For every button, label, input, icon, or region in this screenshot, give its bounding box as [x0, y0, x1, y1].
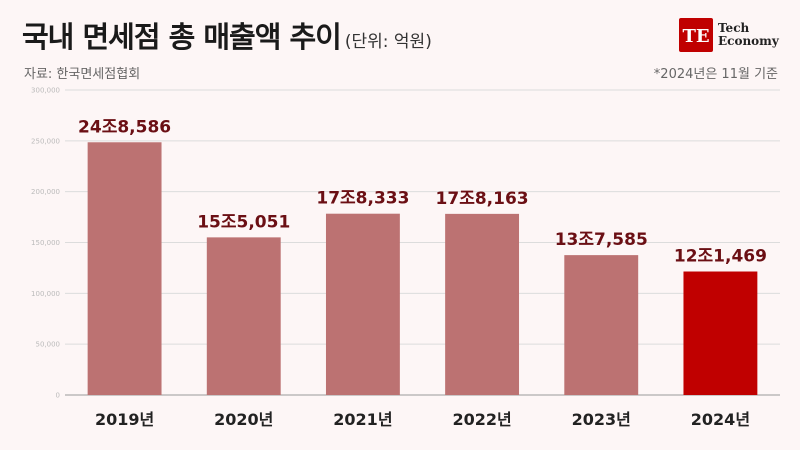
y-tick-label: 300,000 [31, 87, 60, 95]
chart-title-text: 국내 면세점 총 매출액 추이 [22, 20, 342, 54]
y-tick-label: 100,000 [31, 290, 60, 298]
y-tick-label: 200,000 [31, 188, 60, 196]
data-label: 15조5,051 [197, 212, 290, 232]
bar [445, 213, 520, 395]
x-tick-label: 2020년 [214, 410, 273, 429]
data-label: 17조8,333 [316, 189, 409, 209]
logo-wordmark: Tech Economy [718, 22, 779, 48]
logo-mark-bg [679, 18, 713, 52]
data-label: 24조8,586 [78, 117, 171, 137]
data-label: 13조7,585 [555, 230, 648, 250]
source-label: 자료: 한국면세점협회 [24, 67, 141, 82]
y-tick-label: 150,000 [31, 239, 60, 247]
x-tick-label: 2022년 [452, 410, 511, 429]
chart-title: 국내 면세점 총 매출액 추이 (단위: 억원) [22, 14, 432, 56]
data-label: 17조8,163 [436, 189, 529, 209]
x-tick-label: 2024년 [691, 410, 750, 429]
logo-line-2: Economy [718, 34, 779, 48]
logo-mark-text: TE [682, 26, 709, 47]
bar [683, 271, 758, 395]
data-label: 12조1,469 [674, 247, 767, 267]
bar [206, 237, 281, 395]
bar [87, 142, 162, 395]
y-tick-label: 250,000 [31, 137, 60, 145]
logo-line-1: Tech [718, 21, 750, 35]
unit-label: (단위: 억원) [344, 32, 432, 52]
bar [325, 213, 400, 395]
te-logo-icon: TE [679, 18, 713, 52]
y-tick-label: 0 [56, 392, 60, 400]
x-tick-label: 2021년 [333, 410, 392, 429]
x-tick-label: 2023년 [572, 410, 631, 429]
tech-economy-logo: TE Tech Economy [679, 18, 779, 52]
bar [564, 255, 639, 395]
note-label: *2024년은 11월 기준 [653, 67, 778, 82]
x-tick-label: 2019년 [95, 410, 154, 429]
y-tick-label: 50,000 [36, 341, 61, 349]
